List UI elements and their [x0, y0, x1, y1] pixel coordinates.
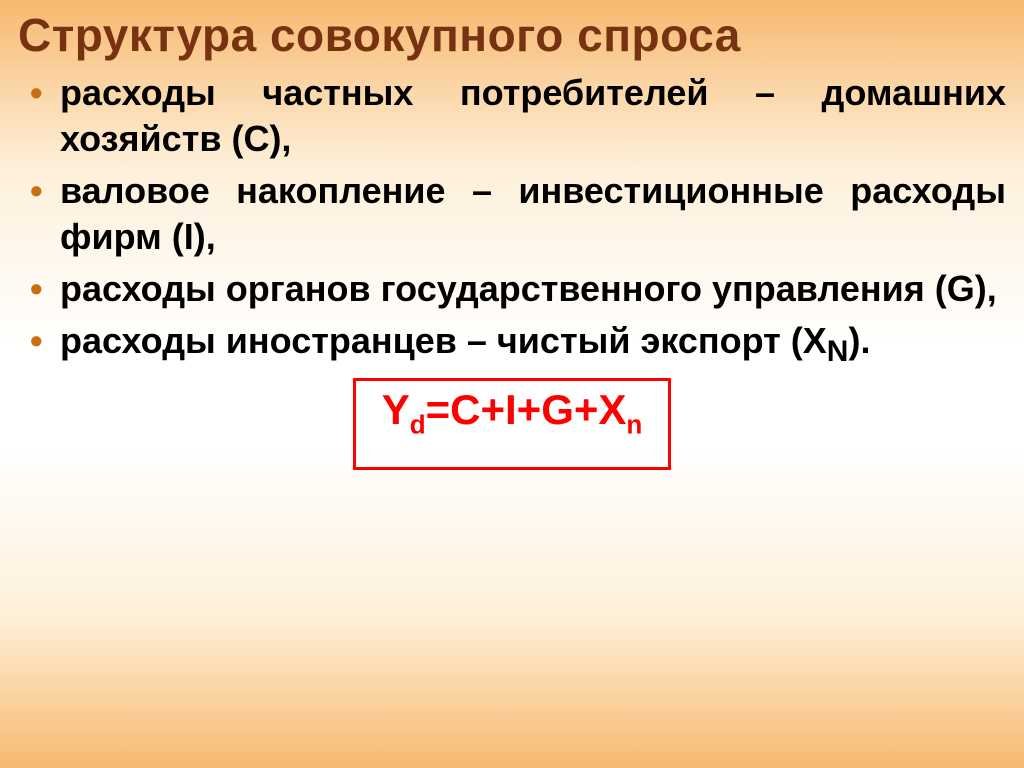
- bullet-text: расходы иностранцев – чистый экспорт (X: [60, 320, 827, 361]
- bullet-text-tail: ).: [848, 320, 870, 361]
- bullet-item: расходы органов государственного управле…: [24, 266, 1006, 312]
- formula-box: Yd=C+I+G+Xn: [353, 378, 672, 470]
- bullet-item: валовое накопление – инвестиционные расх…: [24, 168, 1006, 260]
- formula-Y-sub: d: [410, 409, 426, 439]
- slide-title: Структура совокупного спроса: [18, 8, 1006, 62]
- bullet-subscript: N: [827, 336, 849, 369]
- bullet-item: расходы частных потребителей – домашних …: [24, 70, 1006, 162]
- bullet-item: расходы иностранцев – чистый экспорт (XN…: [24, 318, 1006, 372]
- formula-X-sub: n: [626, 409, 642, 439]
- formula-rest: =C+I+G+X: [426, 386, 627, 433]
- formula-container: Yd=C+I+G+Xn: [18, 378, 1006, 470]
- bullet-list: расходы частных потребителей – домашних …: [18, 70, 1006, 372]
- formula-Y: Y: [382, 386, 410, 433]
